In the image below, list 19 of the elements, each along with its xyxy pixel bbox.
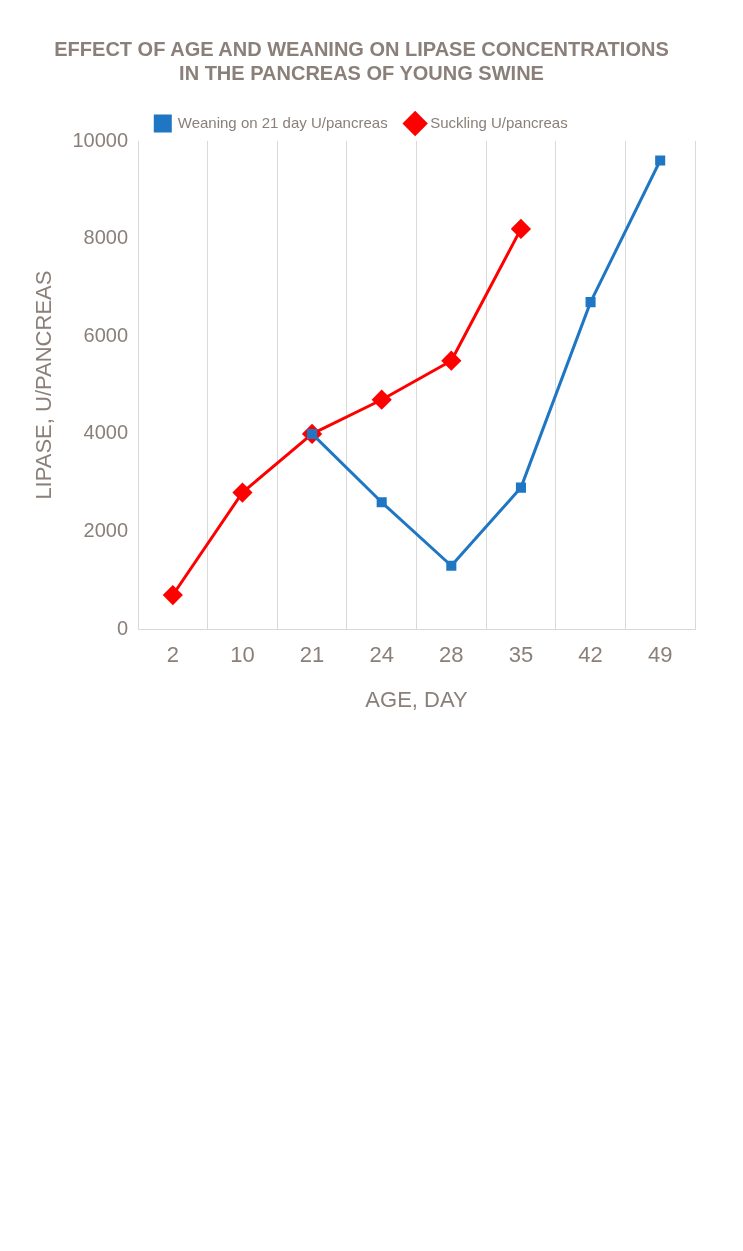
x-tick-label: 10	[230, 642, 255, 668]
y-tick-label: 6000	[83, 323, 129, 346]
x-tick-label: 35	[508, 642, 534, 668]
x-tick-label: 24	[369, 642, 394, 668]
x-tick-label: 49	[647, 642, 673, 668]
x-axis-title: AGE, DAY	[365, 686, 468, 712]
x-tick-label: 2	[166, 642, 179, 668]
y-axis-title: LIPASE, U/PANCREAS	[31, 270, 57, 500]
x-tick-label: 21	[299, 642, 325, 668]
chart-title: EFFECT OF AGE AND WEANING ON LIPASE CONCENTRATIONS IN THE PANCREAS OF YOUNG SWINE	[54, 37, 669, 84]
legend-label: Weaning on 21 day U/pancreas	[177, 113, 388, 131]
y-tick-label: 8000	[83, 226, 129, 249]
legend-label: Suckling U/pancreas	[430, 113, 568, 131]
y-tick-label: 10000	[72, 128, 129, 151]
y-tick-label: 4000	[83, 421, 129, 444]
y-tick-label: 2000	[83, 519, 129, 542]
y-tick-label: 0	[116, 616, 129, 639]
x-tick-label: 28	[439, 642, 464, 668]
x-tick-label: 42	[578, 642, 603, 668]
